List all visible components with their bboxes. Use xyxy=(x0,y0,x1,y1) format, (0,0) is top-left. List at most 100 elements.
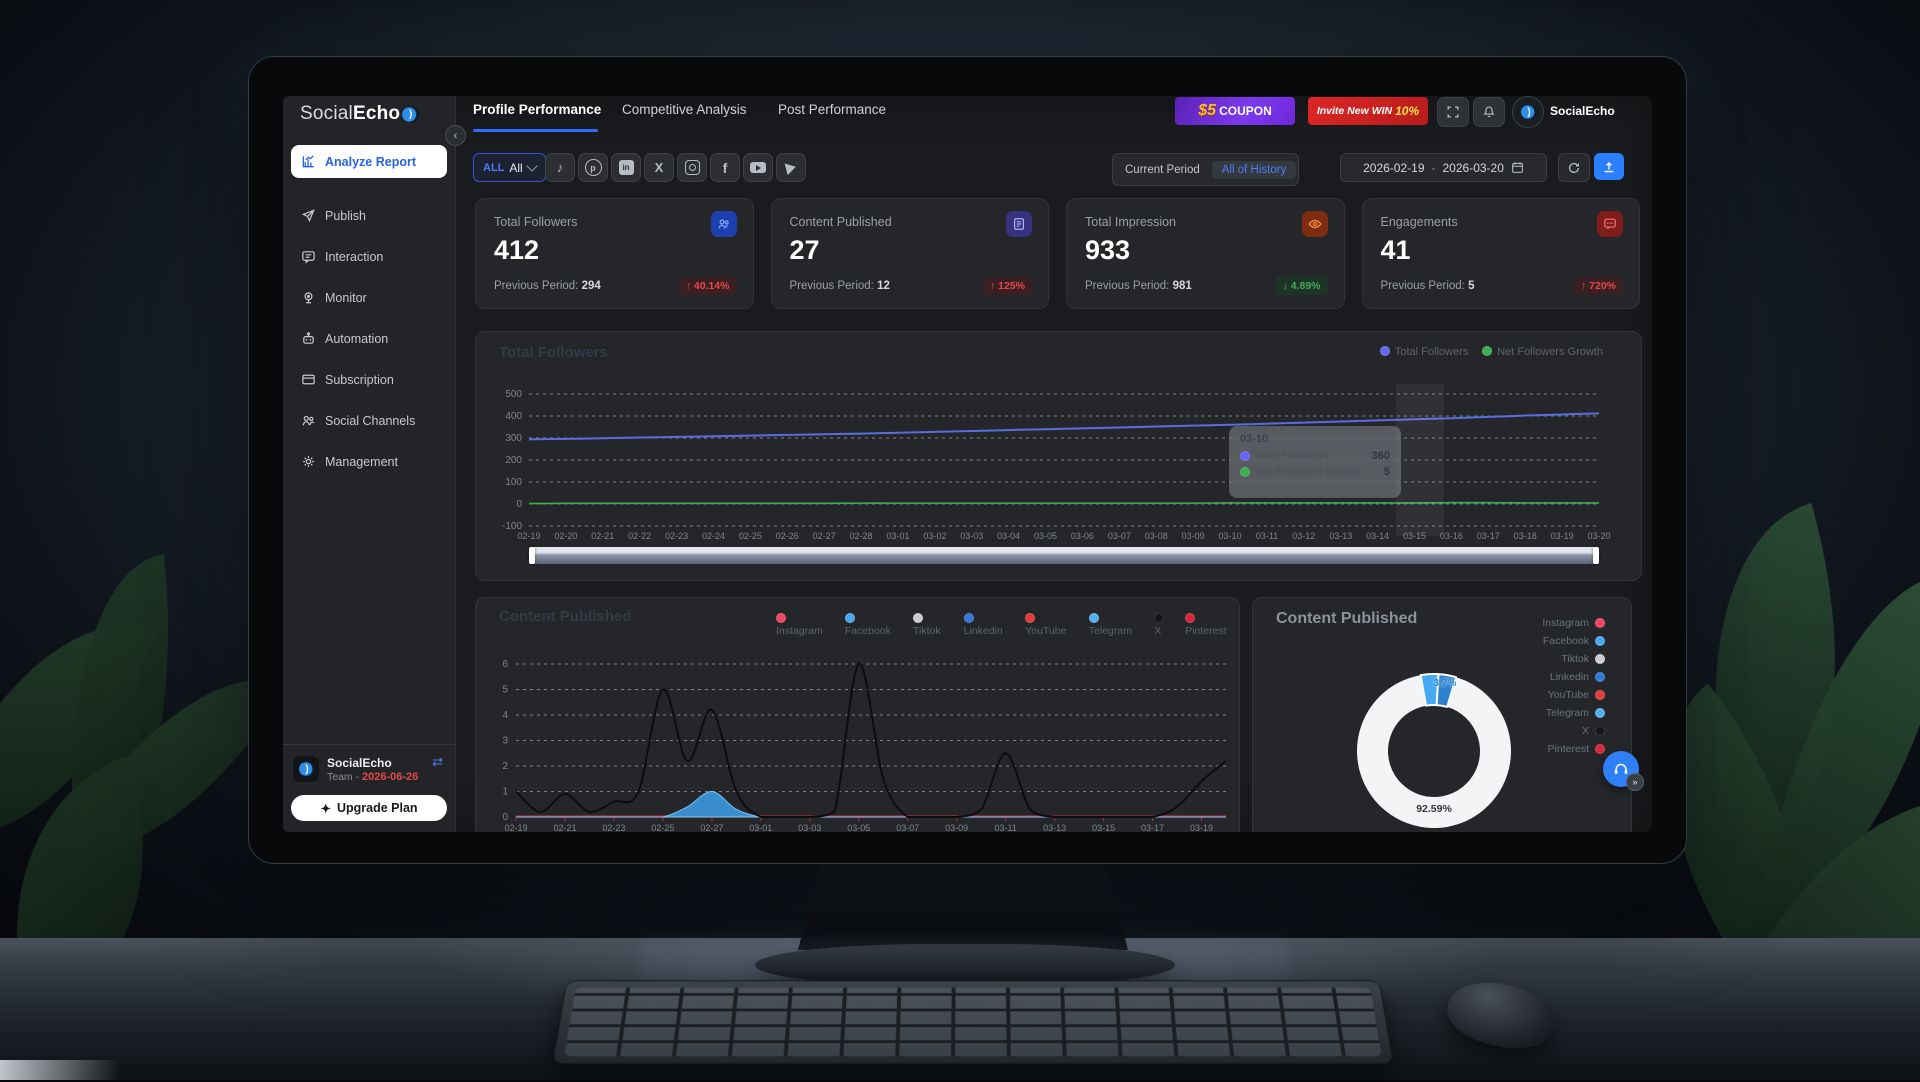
tiktok-icon: ♪ xyxy=(556,160,564,175)
legend-dot xyxy=(1595,618,1605,628)
tab-competitive-analysis[interactable]: Competitive Analysis xyxy=(622,102,747,117)
chart-range-slider[interactable] xyxy=(529,547,1599,564)
toggle-current-period[interactable]: Current Period xyxy=(1125,163,1200,176)
followers-chart-panel: Total Followers Total Followers Net Foll… xyxy=(475,331,1642,581)
svg-text:6: 6 xyxy=(502,659,508,670)
stat-card-content-published: Content Published 27 Previous Period: 12… xyxy=(770,198,1049,309)
team-expiry-date: 2026-06-26 xyxy=(362,771,419,783)
people-icon xyxy=(710,211,737,237)
bell-icon xyxy=(1483,106,1495,118)
svg-text:02-21: 02-21 xyxy=(553,823,576,832)
filter-pinterest-button[interactable]: p xyxy=(578,153,608,182)
notifications-button[interactable] xyxy=(1473,97,1505,127)
svg-text:02-25: 02-25 xyxy=(739,531,762,541)
fullscreen-button[interactable] xyxy=(1437,97,1469,127)
chart-icon xyxy=(302,155,314,168)
donut-legend-instagram[interactable]: Instagram xyxy=(1542,616,1605,630)
svg-text:03-14: 03-14 xyxy=(1366,531,1389,541)
legend-item-telegram[interactable]: Telegram xyxy=(1088,613,1144,637)
donut-legend-tiktok[interactable]: Tiktok xyxy=(1561,652,1605,666)
send-icon xyxy=(301,209,315,223)
legend-item-linkedin[interactable]: Linkedin xyxy=(963,613,1016,637)
sidebar-item-label: Analyze Report xyxy=(325,154,416,169)
sidebar-collapse-button[interactable]: ‹ xyxy=(445,125,466,146)
slider-handle-left[interactable] xyxy=(529,547,535,564)
svg-text:02-19: 02-19 xyxy=(517,531,540,541)
eye-icon xyxy=(1301,211,1328,237)
logo-mark-icon: ) xyxy=(402,105,420,123)
filter-youtube-button[interactable] xyxy=(743,153,773,182)
robot-icon xyxy=(303,332,314,344)
legend-dot xyxy=(844,613,855,623)
filter-facebook-button[interactable]: f xyxy=(710,153,740,182)
sidebar-item-automation[interactable]: Automation xyxy=(291,322,447,355)
filter-telegram-button[interactable] xyxy=(776,153,806,182)
legend-item-pinterest[interactable]: Pinterest xyxy=(1185,613,1239,637)
svg-text:03-04: 03-04 xyxy=(997,531,1020,541)
legend-item-net-followers-growth[interactable]: Net Followers Growth xyxy=(1482,346,1603,358)
refresh-button[interactable] xyxy=(1558,153,1590,182)
keyboard-keys xyxy=(564,987,1382,1057)
filter-instagram-button[interactable] xyxy=(677,153,707,182)
svg-text:02-25: 02-25 xyxy=(651,823,674,832)
svg-text:0: 0 xyxy=(516,499,522,510)
collapse-help-icon[interactable]: » xyxy=(1626,773,1644,791)
coupon-banner[interactable]: $5 COUPON xyxy=(1175,97,1295,125)
stat-card-total-impression: Total Impression 933 Previous Period: 98… xyxy=(1066,198,1345,309)
invite-banner[interactable]: Invite New WIN 10% xyxy=(1308,97,1428,125)
platform-select[interactable]: ALL All xyxy=(473,153,546,182)
legend-item-instagram[interactable]: Instagram xyxy=(776,613,835,637)
logo-text-echo: Echo xyxy=(352,103,401,124)
slider-handle-right[interactable] xyxy=(1593,547,1599,564)
platform-select-value: All xyxy=(509,160,523,175)
help-button[interactable]: » xyxy=(1603,751,1644,791)
legend-dot xyxy=(1185,613,1196,623)
legend-item-total-followers[interactable]: Total Followers xyxy=(1379,346,1468,358)
chevron-down-icon xyxy=(526,160,538,172)
donut-legend-youtube[interactable]: YouTube xyxy=(1548,688,1605,702)
filter-linkedin-button[interactable]: in xyxy=(611,153,641,182)
sidebar-item-publish[interactable]: Publish xyxy=(291,199,447,232)
sidebar-item-social-channels[interactable]: Social Channels xyxy=(291,404,447,437)
svg-text:03-05: 03-05 xyxy=(847,823,870,832)
legend-item-facebook[interactable]: Facebook xyxy=(844,613,903,637)
svg-text:500: 500 xyxy=(505,389,522,400)
invite-percent: 10% xyxy=(1395,104,1420,118)
legend-dot xyxy=(1595,672,1605,682)
donut-legend-linkedin[interactable]: Linkedin xyxy=(1550,670,1605,684)
stat-card-engagements: Engagements 41 Previous Period: 5 ↑ 720% xyxy=(1361,198,1640,309)
sidebar-item-analyze-report[interactable]: Analyze Report xyxy=(291,145,447,178)
export-button[interactable] xyxy=(1594,153,1624,180)
filter-tiktok-button[interactable]: ♪ xyxy=(545,153,575,182)
svg-text:02-24: 02-24 xyxy=(702,531,725,541)
donut-legend-facebook[interactable]: Facebook xyxy=(1543,634,1605,648)
content-chart-legend: Instagram Facebook Tiktok Linkedin YouTu… xyxy=(776,613,1239,637)
account-avatar[interactable]: ) xyxy=(1512,96,1544,128)
legend-item-x[interactable]: X xyxy=(1154,613,1175,637)
fullscreen-icon xyxy=(1447,106,1459,118)
sidebar-item-monitor[interactable]: Monitor xyxy=(291,281,447,314)
date-range-picker[interactable]: 2026-02-19 - 2026-03-20 xyxy=(1340,153,1547,182)
sidebar-item-interaction[interactable]: Interaction xyxy=(291,240,447,273)
team-name: SocialEcho xyxy=(327,756,392,770)
svg-text:2: 2 xyxy=(502,761,508,772)
stat-value: 412 xyxy=(494,235,540,265)
tab-profile-performance[interactable]: Profile Performance xyxy=(473,102,602,117)
upgrade-plan-button[interactable]: ✦ Upgrade Plan xyxy=(291,795,447,821)
legend-dot xyxy=(1595,708,1605,718)
sidebar-item-subscription[interactable]: Subscription xyxy=(291,363,447,396)
donut-legend-x[interactable]: X xyxy=(1582,724,1605,738)
sidebar-item-label: Management xyxy=(325,454,398,469)
switch-team-icon[interactable]: ⇄ xyxy=(432,754,443,769)
svg-text:03-03: 03-03 xyxy=(798,823,821,832)
donut-legend-pinterest[interactable]: Pinterest xyxy=(1548,742,1605,756)
donut-slice-label: 3.7% xyxy=(1433,678,1457,689)
sidebar-item-management[interactable]: Management xyxy=(291,445,447,478)
filter-x-button[interactable]: X xyxy=(644,153,674,182)
legend-item-tiktok[interactable]: Tiktok xyxy=(913,613,954,637)
legend-item-youtube[interactable]: YouTube xyxy=(1025,613,1079,637)
toggle-all-of-history[interactable]: All of History xyxy=(1211,160,1297,179)
tab-post-performance[interactable]: Post Performance xyxy=(778,102,887,117)
donut-legend-telegram[interactable]: Telegram xyxy=(1546,706,1605,720)
